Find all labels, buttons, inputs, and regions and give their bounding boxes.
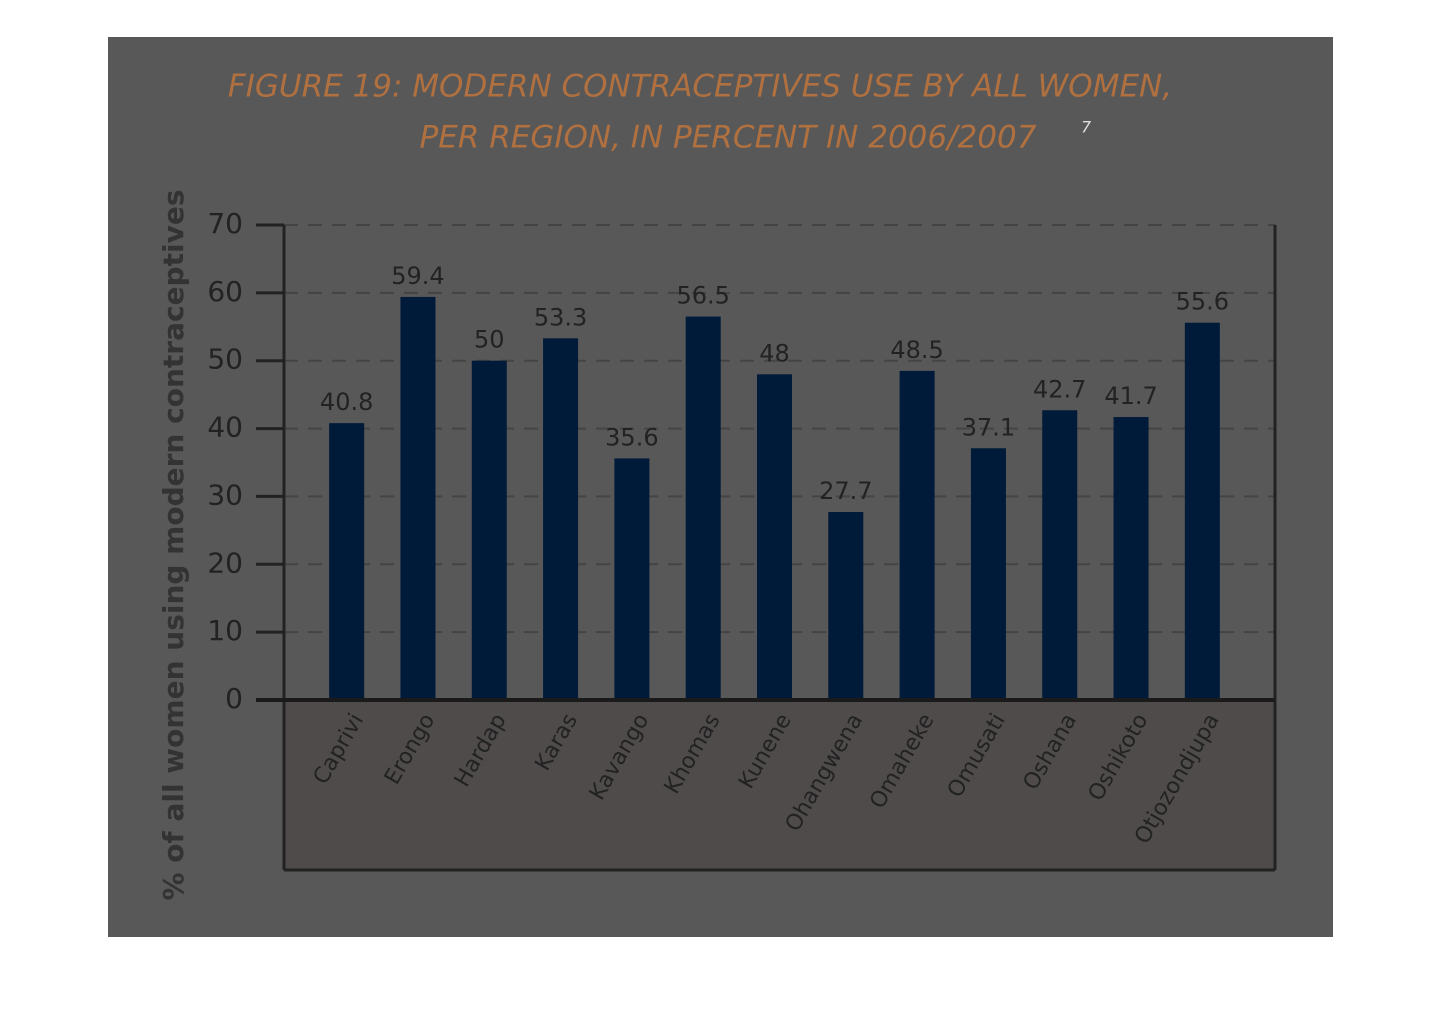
- bar: [970, 448, 1006, 700]
- chart-title: PER REGION, IN PERCENT IN 2006/2007: [420, 120, 1037, 156]
- bar: [543, 338, 579, 700]
- data-label: 42.7: [1033, 375, 1086, 403]
- bar: [1042, 410, 1078, 700]
- label-area: [284, 700, 1275, 870]
- chart-title: FIGURE 19: MODERN CONTRACEPTIVES USE BY …: [228, 69, 1172, 105]
- y-tick-label: 20: [207, 546, 243, 579]
- bar: [1184, 322, 1220, 700]
- data-label: 53.3: [534, 303, 587, 331]
- y-tick-label: 40: [207, 411, 243, 444]
- bar: [685, 316, 721, 700]
- data-label: 35.6: [605, 423, 658, 451]
- bar: [1113, 417, 1149, 700]
- data-label: 37.1: [962, 413, 1015, 441]
- y-tick-label: 10: [207, 614, 243, 647]
- title-footnote: 7: [1081, 118, 1092, 137]
- data-label: 59.4: [391, 262, 444, 290]
- data-label: 27.7: [819, 477, 872, 505]
- data-label: 55.6: [1176, 288, 1229, 316]
- y-axis-label: % of all women using modern contraceptiv…: [157, 190, 190, 901]
- data-label: 48.5: [890, 336, 943, 364]
- bar: [400, 296, 436, 700]
- data-label: 41.7: [1104, 382, 1157, 410]
- bar: [899, 370, 935, 700]
- data-label: 48: [759, 339, 790, 367]
- bar: [757, 374, 792, 700]
- y-tick-label: 0: [225, 682, 243, 715]
- bar: [471, 360, 507, 700]
- y-tick-label: 30: [207, 478, 243, 511]
- y-tick-label: 70: [207, 207, 243, 240]
- bar: [329, 423, 365, 700]
- data-label: 56.5: [676, 282, 729, 310]
- y-tick-label: 60: [207, 275, 243, 308]
- bar: [614, 458, 650, 700]
- y-tick-label: 50: [207, 343, 243, 376]
- data-label: 50: [474, 326, 505, 354]
- bar: [828, 512, 864, 700]
- data-label: 40.8: [320, 388, 373, 416]
